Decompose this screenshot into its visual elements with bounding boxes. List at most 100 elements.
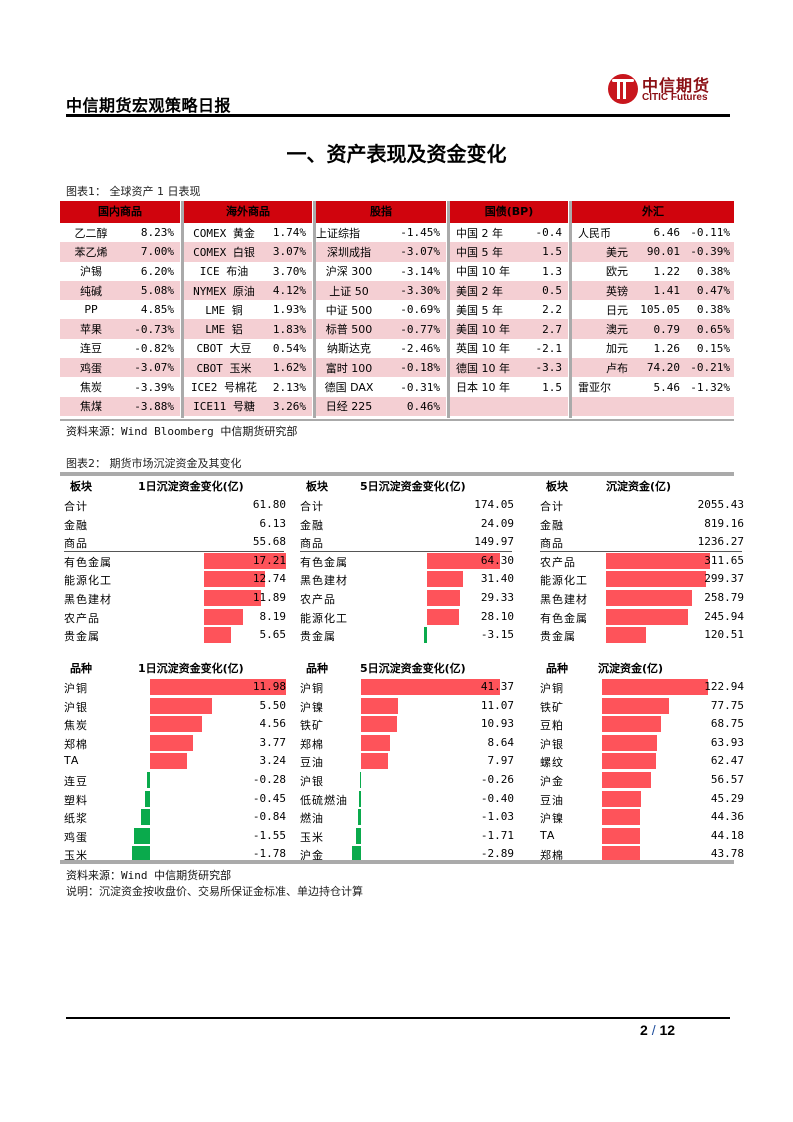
row-value: 2055.43 bbox=[697, 498, 744, 511]
asset-name: CBOT 玉米 bbox=[196, 361, 252, 375]
row-value: 64.30 bbox=[480, 553, 514, 567]
data-row: 纸浆 -0.84 bbox=[64, 808, 286, 826]
table1-row: 沪锡 6.20% bbox=[60, 262, 180, 281]
data-row: 沪银 -0.26 bbox=[300, 771, 514, 789]
asset-name: CBOT 大豆 bbox=[196, 342, 252, 356]
table1-row: NYMEX 原油 4.12% bbox=[184, 280, 312, 301]
asset-change: -0.31% bbox=[400, 380, 440, 394]
row-value: 28.10 bbox=[480, 609, 514, 623]
table1-row: 深圳成指 -3.07% bbox=[316, 242, 446, 262]
column-header: 5日沉淀资金变化(亿) bbox=[360, 662, 466, 675]
table1-row: 纯碱 5.08% bbox=[60, 280, 180, 301]
table1-row: 焦炭 -3.39% bbox=[60, 377, 180, 396]
table1-row: ICE11 号糖 3.26% bbox=[184, 396, 312, 416]
asset-name: 卢布 bbox=[606, 361, 628, 375]
row-value: -1.78 bbox=[252, 847, 286, 861]
asset-name: 上证 50 bbox=[329, 284, 369, 298]
fx-rate: 105.05 bbox=[640, 303, 680, 317]
row-label: 农产品 bbox=[64, 611, 100, 625]
page-number: 2 / 12 bbox=[640, 1022, 675, 1038]
asset-change: 1.62% bbox=[272, 361, 306, 375]
row-value: 24.09 bbox=[480, 516, 514, 530]
asset-name: 日元 bbox=[606, 303, 628, 317]
data-row: 贵金属 120.51 bbox=[540, 626, 744, 644]
asset-change: -0.21% bbox=[690, 361, 730, 375]
row-value: 44.36 bbox=[710, 810, 744, 824]
negative-bar bbox=[132, 846, 150, 863]
row-value: 17.21 bbox=[252, 553, 286, 567]
row-label: 郑棉 bbox=[64, 737, 88, 751]
row-label: 贵金属 bbox=[540, 630, 576, 644]
data-row: 玉米 -1.71 bbox=[300, 827, 514, 845]
data-row: 低硫燃油 -0.40 bbox=[300, 790, 514, 808]
asset-change: -0.82% bbox=[134, 341, 174, 355]
negative-bar bbox=[134, 827, 150, 844]
table1-group-header: 海外商品 bbox=[184, 201, 312, 223]
positive-bar bbox=[602, 790, 642, 807]
asset-change: -1.45% bbox=[400, 226, 440, 240]
asset-name: 中国 2 年 bbox=[456, 226, 503, 240]
row-value: -1.55 bbox=[252, 828, 286, 842]
asset-change: -0.4 bbox=[535, 226, 563, 240]
row-label: 玉米 bbox=[300, 830, 324, 844]
asset-name: 英国 10 年 bbox=[456, 342, 510, 356]
figure2-top-rule bbox=[60, 472, 734, 476]
row-label: 铁矿 bbox=[540, 700, 564, 714]
row-label: 金融 bbox=[64, 518, 88, 532]
total-row: 金融 6.13 bbox=[64, 515, 286, 533]
data-row: 连豆 -0.28 bbox=[64, 771, 286, 789]
table1-row: LME 铜 1.93% bbox=[184, 300, 312, 319]
row-label: TA bbox=[64, 754, 80, 768]
row-value: 44.18 bbox=[710, 828, 744, 842]
data-row: 有色金属 17.21 bbox=[64, 552, 286, 570]
asset-change: 3.26% bbox=[272, 399, 306, 413]
logo-cn-text: 中信期货 bbox=[642, 76, 711, 95]
table1-row: 德国 DAX -0.31% bbox=[316, 377, 446, 396]
table1-row: 上证 50 -3.30% bbox=[316, 280, 446, 301]
asset-change: -0.39% bbox=[690, 245, 730, 259]
asset-name: COMEX 白银 bbox=[193, 245, 255, 259]
data-row: 豆油 7.97 bbox=[300, 752, 514, 770]
fx-rate: 5.46 bbox=[653, 380, 681, 394]
total-row: 金融 819.16 bbox=[540, 515, 744, 533]
row-label: 商品 bbox=[540, 537, 564, 551]
positive-bar bbox=[602, 772, 651, 788]
row-value: 11.89 bbox=[252, 591, 286, 604]
asset-change: 0.5 bbox=[542, 284, 562, 298]
table1-row: ICE2 号棉花 2.13% bbox=[184, 377, 312, 396]
positive-bar bbox=[149, 679, 286, 695]
column-header: 板块 bbox=[70, 480, 92, 493]
row-label: 沪金 bbox=[540, 775, 564, 788]
column-header: 品种 bbox=[546, 662, 568, 675]
table-bottom-rule bbox=[60, 419, 734, 421]
data-row: 能源化工 12.74 bbox=[64, 570, 286, 588]
asset-change: 0.46% bbox=[406, 399, 440, 413]
positive-bar bbox=[602, 697, 670, 714]
asset-change: -3.88% bbox=[134, 399, 174, 413]
asset-change: 1.74% bbox=[272, 226, 306, 240]
total-row: 合计 61.80 bbox=[64, 496, 286, 514]
table1-row: 美国 10 年 2.7 bbox=[450, 319, 568, 339]
figure1-caption: 图表1： 全球资产 1 日表现 bbox=[66, 185, 201, 198]
asset-change: 0.54% bbox=[272, 341, 306, 355]
row-value: 45.29 bbox=[710, 791, 744, 805]
fx-rate: 1.26 bbox=[653, 341, 681, 355]
row-label: 郑棉 bbox=[540, 849, 564, 863]
row-label: 合计 bbox=[300, 500, 324, 513]
negative-bar bbox=[145, 790, 150, 807]
asset-name: 澳元 bbox=[606, 323, 628, 337]
asset-change: -3.07% bbox=[134, 361, 174, 375]
row-value: 56.57 bbox=[710, 773, 744, 786]
row-value: 11.07 bbox=[480, 698, 514, 712]
row-label: 沪金 bbox=[300, 849, 324, 863]
table1-row: 澳元 0.79 0.65% bbox=[572, 319, 734, 339]
table1-row: 日经 225 0.46% bbox=[316, 396, 446, 416]
table1-group-header: 国债(BP) bbox=[450, 201, 568, 223]
asset-name: NYMEX 原油 bbox=[193, 284, 255, 298]
data-row: 沪银 63.93 bbox=[540, 734, 744, 752]
asset-name: ICE 布油 bbox=[199, 265, 249, 279]
asset-name: LME 铜 bbox=[205, 303, 243, 317]
table1-row: 美国 5 年 2.2 bbox=[450, 300, 568, 319]
row-label: 沪银 bbox=[300, 775, 324, 788]
row-label: 贵金属 bbox=[300, 630, 336, 644]
